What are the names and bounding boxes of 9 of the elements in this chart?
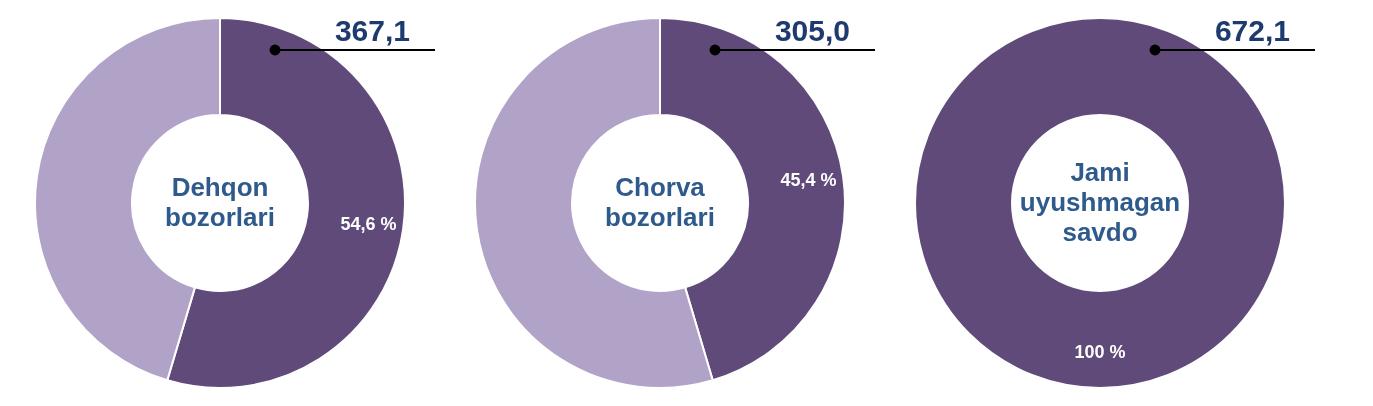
text: 305,0 [774,14,850,47]
text: 672,1 [1214,14,1290,47]
text: Jami uyushmagan savdo [1019,157,1181,247]
text: 367,1 [334,14,410,47]
data-label: 45,4 % [780,170,837,191]
text: Dehqon bozorlari [165,172,275,232]
data-label: 54,6 % [340,213,397,234]
data-label: 100 % [1074,342,1126,362]
text: Chorva bozorlari [605,172,715,232]
